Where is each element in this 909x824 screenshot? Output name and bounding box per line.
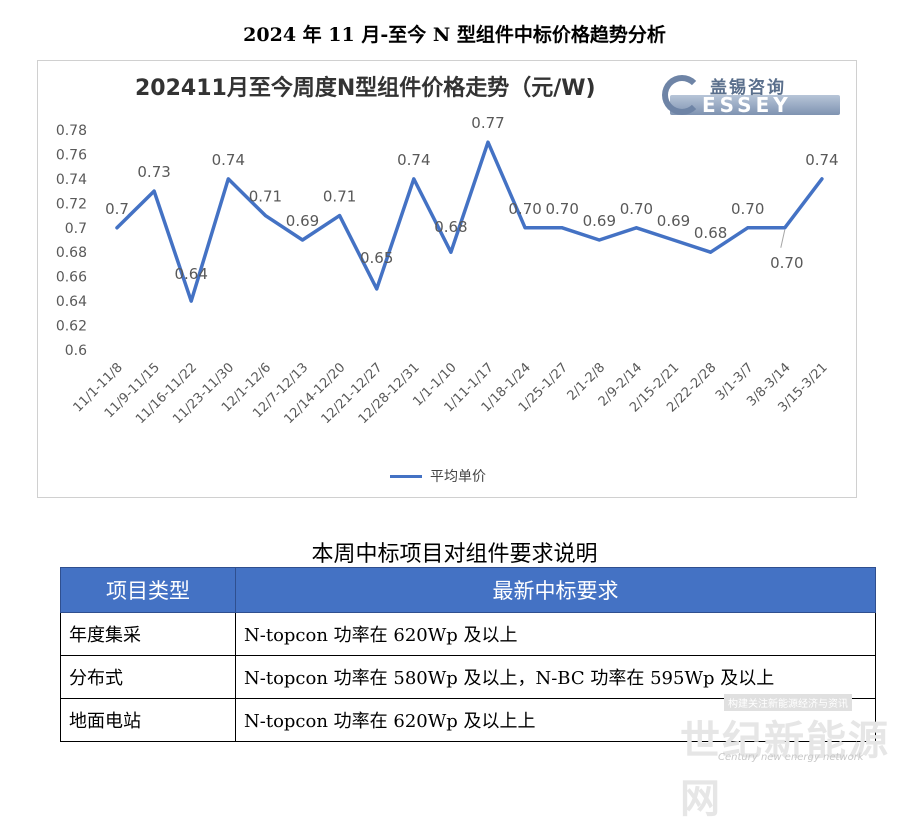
data-label: 0.74 (397, 151, 430, 169)
chart-title: 202411月至今周度N型组件价格走势（元/W) (135, 76, 596, 101)
requirements-table: 项目类型 最新中标要求 年度集采 N-topcon 功率在 620Wp 及以上 … (60, 567, 876, 742)
legend-line-icon (390, 474, 422, 478)
table-row: 分布式 N-topcon 功率在 580Wp 及以上，N-BC 功率在 595W… (60, 655, 876, 699)
data-point (338, 214, 342, 218)
logo-band (670, 95, 840, 115)
data-point (115, 226, 119, 230)
chart-frame (37, 60, 857, 498)
data-point (449, 250, 453, 254)
data-label: 0.70 (770, 254, 803, 272)
data-point (301, 238, 304, 242)
data-label: 0.64 (174, 265, 207, 283)
chart-legend: 平均单价 (390, 466, 486, 486)
watermark-english: Century new energy network (718, 752, 864, 763)
project-type-cell: 地面电站 (60, 698, 236, 742)
data-label: 0.71 (323, 188, 356, 206)
data-point (152, 189, 156, 193)
data-point (709, 250, 713, 254)
y-tick-label: 0.78 (56, 123, 87, 139)
y-tick-label: 0.62 (56, 319, 87, 335)
data-label: 0.7 (105, 200, 129, 218)
watermark-tagline: 构建关注新能源经济与资讯 (724, 694, 852, 711)
requirement-cell: N-topcon 功率在 580Wp 及以上，N-BC 功率在 595Wp 及以… (235, 655, 876, 699)
data-label: 0.70 (731, 200, 764, 218)
data-point (189, 299, 193, 303)
header-requirement: 最新中标要求 (235, 567, 876, 613)
y-tick-label: 0.64 (56, 294, 87, 310)
data-point (634, 226, 638, 230)
data-label: 0.74 (212, 151, 245, 169)
data-label: 0.70 (508, 200, 541, 218)
data-label: 0.73 (137, 163, 170, 181)
y-tick-label: 0.7 (65, 221, 87, 237)
data-label: 0.69 (583, 212, 616, 230)
legend-label: 平均单价 (430, 469, 486, 485)
data-label: 0.70 (545, 200, 578, 218)
y-tick-label: 0.6 (65, 343, 87, 359)
table-header-row: 项目类型 最新中标要求 (60, 567, 876, 613)
data-point (672, 238, 675, 242)
requirement-cell: N-topcon 功率在 620Wp 及以上 (235, 612, 876, 656)
table-caption: 本周中标项目对组件要求说明 (311, 542, 598, 567)
data-point (523, 226, 527, 230)
data-point (486, 140, 490, 144)
data-label: 0.68 (694, 224, 727, 242)
data-label: 0.74 (805, 151, 838, 169)
y-tick-label: 0.76 (56, 147, 87, 163)
data-point (560, 226, 564, 230)
data-point (412, 177, 416, 181)
data-label: 0.71 (249, 188, 282, 206)
data-point (263, 214, 267, 218)
data-label: 0.70 (620, 200, 653, 218)
leader-line (780, 229, 786, 248)
page-title: 2024 年 11 月-至今 N 型组件中标价格趋势分析 (243, 24, 666, 46)
gessey-logo: 盖锡咨询 ESSEY (662, 73, 842, 117)
logo-en-text: ESSEY (702, 93, 792, 117)
project-type-cell: 年度集采 (60, 612, 236, 656)
y-tick-label: 0.66 (56, 270, 87, 286)
header-project-type: 项目类型 (60, 567, 236, 613)
y-tick-label: 0.72 (56, 196, 87, 212)
y-tick-label: 0.74 (56, 172, 87, 188)
data-point (820, 177, 824, 181)
data-point (375, 287, 379, 291)
line-chart: 0.780.760.740.720.70.680.660.640.620.611… (56, 114, 839, 427)
data-label: 0.68 (434, 218, 467, 236)
series-line (115, 140, 824, 303)
project-type-cell: 分布式 (60, 655, 236, 699)
watermark-logo: 世纪新能源网 (680, 717, 890, 822)
data-point (783, 226, 787, 230)
data-point (226, 177, 230, 181)
data-label: 0.65 (360, 249, 393, 267)
data-point (597, 238, 601, 242)
data-label: 0.77 (471, 114, 504, 132)
logo-cn-text: 盖锡咨询 (710, 78, 786, 98)
data-point (746, 226, 750, 230)
table-row: 年度集采 N-topcon 功率在 620Wp 及以上 (60, 612, 876, 656)
logo-g-icon (662, 75, 702, 115)
data-label: 0.69 (286, 212, 319, 230)
y-tick-label: 0.68 (56, 245, 87, 261)
data-label: 0.69 (657, 212, 690, 230)
